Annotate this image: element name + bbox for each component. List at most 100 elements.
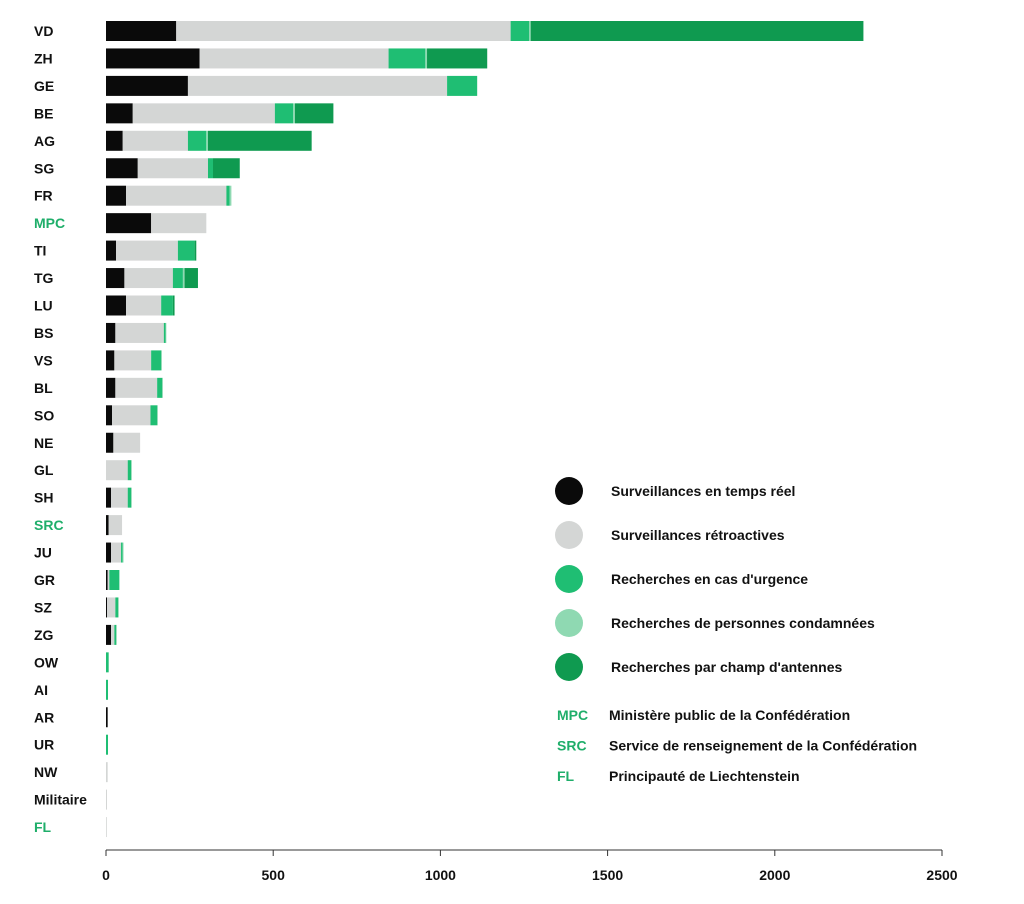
bar-segment: [172, 268, 183, 289]
category-label: AG: [34, 133, 55, 149]
category-label: BE: [34, 105, 53, 121]
category-label: TI: [34, 243, 46, 259]
bar-segment: [115, 377, 158, 398]
x-tick-label: 2500: [926, 867, 957, 883]
bar-segment: [184, 268, 198, 289]
bar-segment: [127, 487, 132, 508]
legend-label: Recherches par champ d'antennes: [611, 659, 843, 675]
bar-segment: [106, 103, 133, 124]
bar-segment: [116, 624, 117, 645]
bar-segment: [529, 21, 531, 41]
bar-segment: [163, 322, 166, 343]
category-label: SZ: [34, 599, 52, 615]
bar-segment: [106, 817, 107, 838]
legend-label: Surveillances rétroactives: [611, 527, 785, 543]
bar-segment: [106, 240, 117, 261]
bar-segment: [293, 103, 295, 124]
x-tick-label: 500: [262, 867, 286, 883]
category-label: GL: [34, 462, 54, 478]
bar-segment: [106, 432, 114, 453]
bar-segment: [122, 130, 188, 151]
bar-segment: [106, 350, 115, 371]
bar-segment: [114, 624, 117, 645]
bar-segment: [177, 240, 195, 261]
abbreviation-code: MPC: [557, 707, 588, 723]
bar-segment: [106, 377, 116, 398]
x-tick-label: 0: [102, 867, 110, 883]
bar-segment: [213, 158, 240, 179]
x-tick-label: 1500: [592, 867, 623, 883]
x-tick-label: 2000: [759, 867, 790, 883]
bar-segment: [151, 350, 162, 371]
bar-segment: [115, 597, 119, 618]
category-label: NE: [34, 435, 53, 451]
abbreviation-text: Ministère public de la Confédération: [609, 707, 850, 723]
category-label: SH: [34, 490, 53, 506]
bar-segment: [106, 268, 125, 289]
legend-swatch: [555, 521, 583, 549]
bar-segment: [113, 432, 141, 453]
bar-segment: [111, 542, 122, 563]
category-label: NW: [34, 764, 58, 780]
bar-segment: [106, 75, 188, 96]
bar-segment: [115, 322, 164, 343]
legend-label: Recherches en cas d'urgence: [611, 571, 808, 587]
abbreviation-text: Principauté de Liechtenstein: [609, 768, 800, 784]
abbreviation-code: SRC: [557, 738, 587, 754]
category-label: JU: [34, 545, 52, 561]
bar-segment: [127, 460, 132, 481]
bar-segment: [107, 570, 110, 590]
bar-segment: [107, 597, 116, 618]
bar-segment: [510, 21, 530, 41]
bar-segment: [165, 322, 167, 343]
category-label: OW: [34, 654, 59, 670]
bar-segment: [161, 295, 173, 316]
x-tick-label: 1000: [425, 867, 456, 883]
bar-segment: [132, 103, 275, 124]
bar-segment: [124, 268, 173, 289]
bar-segment: [182, 268, 185, 289]
bar-segment: [187, 130, 207, 151]
abbreviation-code: FL: [557, 768, 575, 784]
bar-segment: [106, 734, 109, 755]
x-axis: 0 500 1000 1500 2000 2500: [102, 849, 958, 883]
bar-segment: [114, 350, 152, 371]
bar-segment: [176, 21, 511, 41]
category-label: FR: [34, 188, 53, 204]
bar-segment: [226, 185, 230, 206]
bar-segment: [116, 240, 178, 261]
category-label: MPC: [34, 215, 65, 231]
category-label: ZG: [34, 627, 54, 643]
category-labels: VD ZH GE BE AG SG FR MPC TI TG LU BS VS BL SO NE GL SH SRC…: [34, 23, 87, 835]
bar-segment: [106, 185, 127, 206]
bar-segment: [106, 213, 152, 234]
bar-segment: [106, 762, 108, 783]
bar-segment: [126, 295, 162, 316]
bar-segment: [229, 185, 232, 206]
bar-segment: [207, 158, 214, 179]
category-label: SG: [34, 160, 54, 176]
bar-segment: [112, 405, 151, 426]
category-label: ZH: [34, 50, 53, 66]
bar-segment: [194, 240, 197, 261]
bar-segment: [106, 48, 200, 69]
bar-segment: [106, 624, 112, 645]
bar-segment: [111, 624, 115, 645]
bar-segment: [108, 515, 123, 536]
category-label: TG: [34, 270, 54, 286]
category-label: VD: [34, 23, 53, 39]
bar-segment: [151, 213, 207, 234]
bar-segment: [106, 295, 127, 316]
bar-segment: [187, 75, 448, 96]
bar-segment: [150, 405, 158, 426]
category-label: UR: [34, 737, 54, 753]
bar-segment: [137, 158, 208, 179]
bar-segment: [161, 350, 162, 371]
category-label: VS: [34, 352, 53, 368]
bar-segment: [122, 542, 124, 563]
bar-segment: [106, 515, 109, 536]
category-label: SO: [34, 407, 54, 423]
bar-segment: [106, 652, 109, 673]
bar-segment: [207, 130, 312, 151]
bar-segment: [106, 487, 112, 508]
